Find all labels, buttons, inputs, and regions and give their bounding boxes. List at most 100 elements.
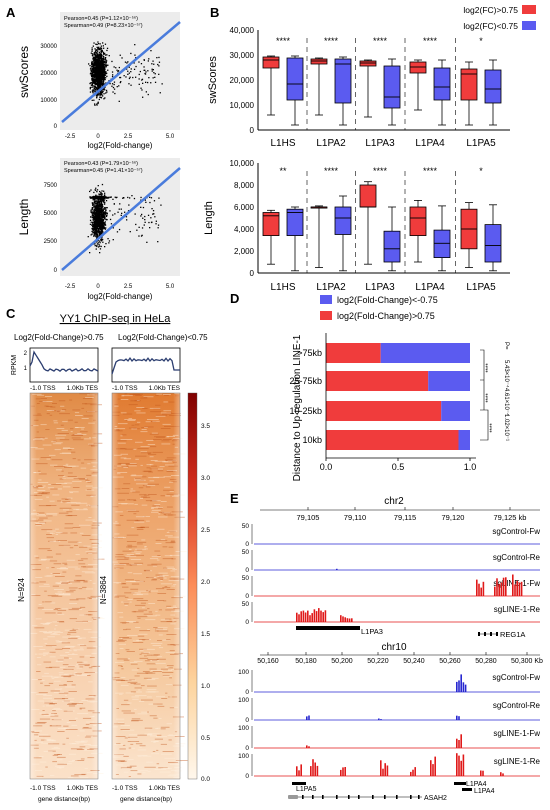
scatter-point	[94, 104, 96, 106]
scatter-point	[96, 58, 98, 60]
signal-peak	[460, 674, 462, 692]
box	[383, 65, 401, 109]
scatter-point	[97, 216, 100, 218]
scatter-point	[98, 64, 100, 66]
track-scale-max: 50	[242, 549, 250, 556]
scatter-point	[99, 248, 102, 250]
scatter-point	[98, 211, 100, 213]
scatter-point	[90, 74, 92, 76]
scatter-point	[91, 79, 93, 81]
gene-label: L1PA4	[466, 781, 487, 788]
scatter-point	[146, 241, 148, 243]
scatter-point	[105, 200, 108, 202]
signal-peak	[342, 767, 344, 776]
scatter-point	[100, 84, 102, 86]
box	[334, 58, 352, 104]
scatter-point	[94, 201, 96, 204]
gene-label: L1PA4	[474, 788, 495, 795]
scatter-point	[104, 201, 106, 204]
signal-peak	[480, 770, 482, 776]
scatter-point	[97, 235, 99, 237]
scatter-point	[98, 203, 100, 206]
scatter-point	[151, 68, 153, 70]
scatter-point	[96, 94, 98, 96]
significance-mark: ****	[373, 166, 388, 176]
scatter-point	[105, 207, 107, 209]
scatter-point	[93, 235, 95, 237]
scatter-point	[101, 72, 103, 74]
scatter-point	[100, 227, 102, 229]
signal-peak	[300, 611, 302, 622]
scatter-point	[96, 52, 98, 54]
exon	[410, 795, 412, 799]
significance-mark: ****	[423, 36, 438, 46]
scatter-point	[157, 241, 159, 243]
scatter-point	[102, 81, 105, 83]
scatter-point	[92, 89, 94, 91]
track-scale-max: 100	[238, 753, 249, 760]
signal-peak	[464, 684, 467, 692]
scatter-point	[96, 213, 98, 215]
scatter-point	[94, 71, 96, 73]
box	[262, 212, 280, 237]
bar-segment-down	[380, 343, 470, 363]
scatter-point	[96, 88, 98, 90]
scatter-point	[94, 70, 96, 72]
scatter-point	[101, 200, 103, 202]
scatter-point	[118, 228, 121, 231]
scatter-point	[94, 213, 96, 215]
scatter-point	[101, 81, 103, 83]
scatter-point	[104, 192, 106, 194]
scatter-point	[95, 72, 97, 75]
scatter-point	[89, 91, 92, 93]
scatter-point	[102, 222, 105, 224]
x-tick: -1.0 TSS	[30, 385, 56, 392]
scatter-point	[101, 229, 103, 231]
scatter-point	[92, 65, 94, 67]
scatter-point	[158, 197, 160, 199]
scatter-point	[105, 54, 107, 56]
scatter-point	[155, 223, 157, 225]
scatter-point	[92, 219, 95, 221]
box	[262, 56, 280, 69]
scatter-point	[94, 48, 96, 50]
scatter-point	[115, 67, 117, 69]
track-label: sgControl-Fw	[492, 527, 540, 536]
scatter-point	[98, 63, 100, 65]
scatter-point	[127, 210, 130, 212]
scatter-point	[98, 47, 100, 49]
scatter-point	[102, 61, 104, 63]
exon	[348, 795, 350, 799]
scatter-point	[96, 67, 99, 69]
signal-peak	[482, 770, 484, 776]
scatter-point	[100, 77, 102, 79]
signal-peak	[500, 772, 502, 776]
scatter-point	[150, 50, 152, 52]
scatter-point	[102, 241, 104, 243]
scatter-point	[98, 193, 100, 195]
coordinate-label: 50,300 Kb	[511, 658, 543, 665]
category-label: 25-75kb	[289, 376, 322, 386]
scatter-point	[100, 206, 102, 208]
scatter-point	[90, 84, 93, 86]
heatmap-cell	[175, 743, 186, 745]
scatter-point	[91, 203, 94, 205]
scatter-point	[99, 197, 101, 199]
scatter-point	[102, 226, 104, 228]
scatter-point	[99, 86, 101, 88]
scatter-point	[101, 62, 103, 64]
scatter-point	[105, 243, 107, 245]
scatter-point	[96, 90, 98, 92]
signal-peak	[308, 746, 310, 748]
color-scale-tick: 1.5	[201, 631, 210, 638]
signal-peak	[300, 764, 302, 776]
signal-peak	[313, 609, 316, 622]
scatter-point	[93, 75, 95, 77]
scatter-point	[132, 76, 134, 79]
panel-a-bottom-scatter: Pearson=0.43 (P=1.79×10⁻⁵⁶) Spearman=0.4…	[17, 158, 181, 301]
panel-label-a: A	[6, 5, 16, 20]
scatter-point	[102, 95, 104, 97]
scatter-point	[102, 199, 104, 201]
exon	[336, 795, 338, 799]
scatter-point	[140, 235, 143, 237]
